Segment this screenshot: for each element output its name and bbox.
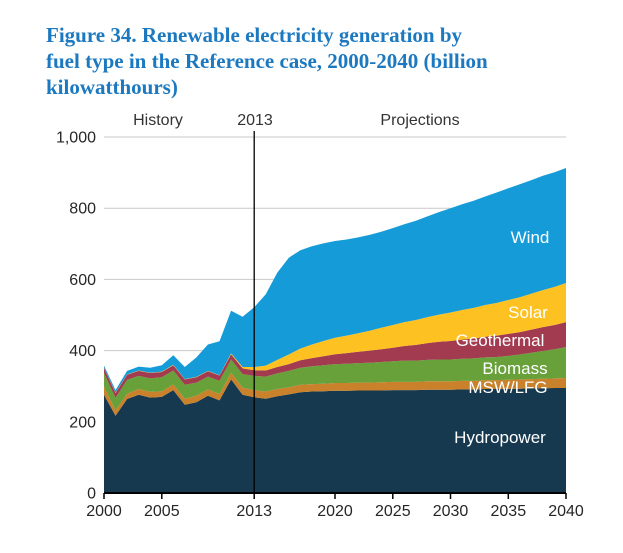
figure-title-line-1: Figure 34. Renewable electricity generat… xyxy=(46,23,463,47)
figure-title-line-3: kilowatthours) xyxy=(46,75,178,99)
band-label-msw-lfg: MSW/LFG xyxy=(468,378,547,397)
x-tick-label-2040: 2040 xyxy=(548,503,584,520)
y-tick-label-0: 0 xyxy=(87,486,96,503)
y-tick-label-200: 200 xyxy=(69,414,96,431)
area-wind xyxy=(104,168,566,393)
area-series xyxy=(104,168,566,493)
x-tick-label-2005: 2005 xyxy=(144,503,180,520)
y-tick-label-800: 800 xyxy=(69,201,96,218)
area-biomass xyxy=(104,347,566,411)
y-tick-label-600: 600 xyxy=(69,272,96,289)
history-zone-label: History xyxy=(133,112,183,129)
x-tick-label-2020: 2020 xyxy=(317,503,353,520)
divider-year-label: 2013 xyxy=(237,112,273,129)
band-label-solar: Solar xyxy=(508,303,548,322)
x-tick-label-2035: 2035 xyxy=(491,503,527,520)
axis-labels: 0 200 400 600 800 1,000 2000 2005 2013 2020 2025 20… xyxy=(56,130,584,521)
area-geothermal xyxy=(104,322,566,398)
band-label-biomass: Biomass xyxy=(482,359,547,378)
x-tick-label-2030: 2030 xyxy=(433,503,469,520)
band-label-wind: Wind xyxy=(511,228,550,247)
y-tick-label-1000: 1,000 xyxy=(56,130,96,147)
band-label-hydropower: Hydropower xyxy=(454,428,546,447)
projections-zone-label: Projections xyxy=(380,112,459,129)
area-hydropower xyxy=(104,379,566,493)
area-msw-lfg xyxy=(104,372,566,416)
x-tick-label-2000: 2000 xyxy=(86,503,122,520)
axes xyxy=(103,492,567,499)
figure-title: Figure 34. Renewable electricity generat… xyxy=(46,22,598,100)
band-label-geothermal: Geothermal xyxy=(456,331,545,350)
area-solar xyxy=(104,283,566,393)
y-tick-label-400: 400 xyxy=(69,343,96,360)
figure-title-line-2: fuel type in the Reference case, 2000-20… xyxy=(46,49,488,73)
x-tick-label-2013: 2013 xyxy=(236,503,272,520)
x-tick-label-2025: 2025 xyxy=(375,503,411,520)
